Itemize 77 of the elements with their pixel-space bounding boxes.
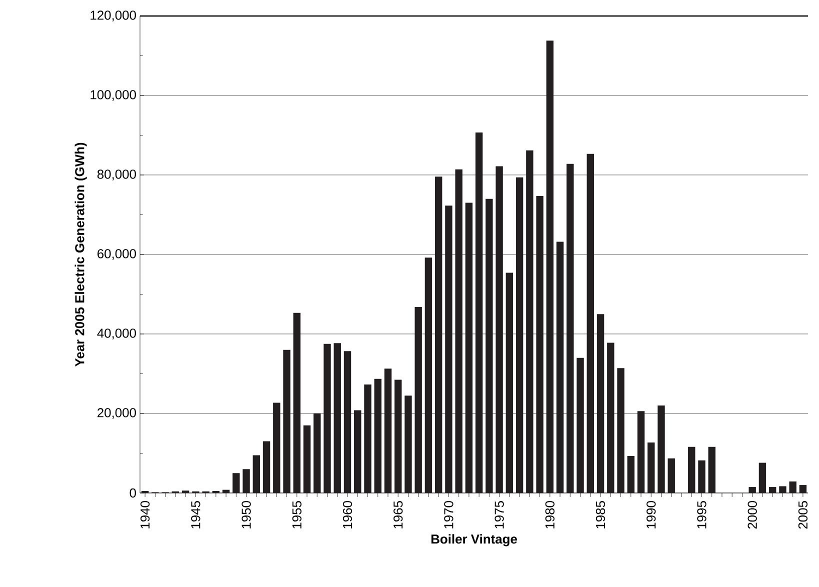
- y-tick-label: 80,000: [97, 170, 136, 180]
- x-tick-label: 1945: [191, 501, 200, 528]
- y-tick-label: 40,000: [97, 328, 136, 340]
- y-tick-label: 100,000: [90, 90, 136, 101]
- x-tick-label: 2005: [798, 501, 808, 529]
- bar: [252, 455, 260, 493]
- bar: [434, 176, 442, 493]
- bar: [242, 469, 250, 493]
- bar: [536, 196, 544, 493]
- bar: [586, 154, 594, 493]
- bar: [364, 384, 372, 493]
- bar: [414, 306, 422, 493]
- bar: [708, 446, 716, 493]
- bar: [799, 485, 807, 493]
- bar: [262, 441, 270, 493]
- bar: [404, 396, 412, 493]
- bar: [232, 473, 240, 493]
- x-tick-label: 1955: [292, 501, 302, 528]
- x-tick-label: 1980: [545, 501, 554, 528]
- bar: [475, 132, 483, 493]
- bar: [314, 413, 321, 493]
- bar: [344, 351, 352, 493]
- x-tick-label: 1940: [140, 501, 150, 528]
- y-tick-label: 0: [130, 488, 136, 498]
- bar: [668, 458, 675, 493]
- x-tick-label: 1965: [394, 501, 403, 528]
- bar: [486, 198, 493, 493]
- bar: [758, 462, 766, 493]
- bar: [394, 380, 402, 493]
- bar: [324, 344, 331, 493]
- bar: [617, 368, 624, 493]
- bar: [424, 258, 432, 493]
- x-tick-label: 1975: [494, 501, 504, 528]
- bar: [506, 272, 514, 493]
- bar: [576, 358, 584, 493]
- bar: [374, 378, 382, 493]
- x-axis-title: Boiler Vintage: [431, 534, 517, 546]
- bar: [354, 410, 362, 493]
- bar: [596, 314, 604, 493]
- bar: [748, 487, 756, 493]
- x-tick-label: 1985: [596, 501, 606, 528]
- x-tick-label: 1950: [242, 501, 251, 528]
- y-tick-label: 60,000: [98, 249, 136, 260]
- bar: [566, 164, 574, 493]
- bar: [698, 460, 706, 493]
- bar: [445, 206, 452, 493]
- bar: [334, 343, 341, 493]
- bar: [688, 446, 696, 493]
- bar: [273, 402, 280, 493]
- y-tick-label: 120,000: [90, 10, 136, 22]
- bar: [648, 442, 655, 493]
- x-tick-label: 1960: [342, 501, 352, 528]
- x-tick-label: 2000: [748, 501, 757, 529]
- bar: [283, 350, 290, 493]
- bar: [465, 202, 473, 493]
- y-tick-label: 20,000: [98, 408, 136, 419]
- bar: [293, 312, 300, 493]
- x-tick-label: 1990: [646, 501, 656, 528]
- bar: [637, 411, 645, 493]
- x-tick-label: 1995: [697, 501, 706, 528]
- bar: [303, 425, 311, 493]
- bar: [658, 406, 665, 493]
- bar: [607, 342, 614, 493]
- bar: [384, 368, 392, 493]
- bar: [627, 456, 634, 493]
- bar: [222, 490, 230, 493]
- bar: [455, 169, 462, 493]
- bar: [779, 486, 786, 493]
- bar: [768, 487, 776, 493]
- bar: [546, 40, 554, 493]
- bar: [516, 177, 524, 493]
- x-tick-label: 1970: [444, 501, 454, 528]
- bar: [789, 481, 796, 493]
- bar: [496, 166, 503, 493]
- y-axis-title: Year 2005 Electric Generation (GWh): [74, 142, 87, 367]
- bar: [526, 150, 534, 493]
- bar: [556, 242, 564, 493]
